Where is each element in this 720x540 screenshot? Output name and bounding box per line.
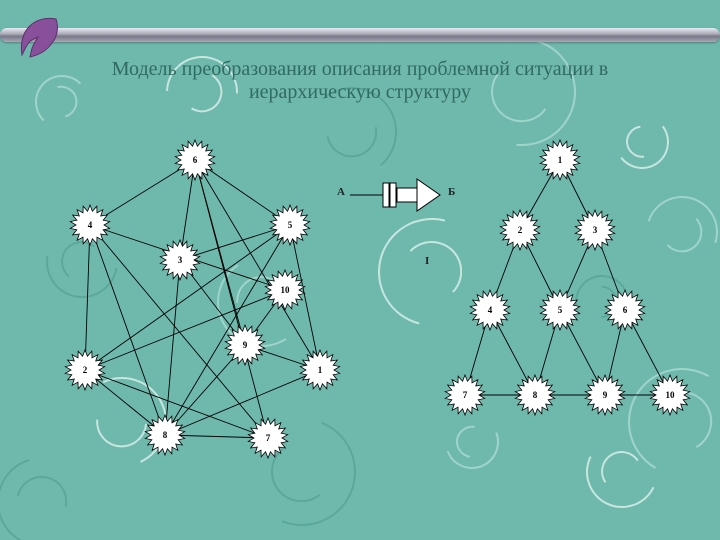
slide-stage: Модель преобразования описания проблемно… bbox=[0, 0, 720, 540]
label-i: І bbox=[425, 255, 429, 267]
label-b: Б bbox=[448, 186, 455, 198]
label-a: А bbox=[337, 186, 345, 198]
transform-arrow bbox=[0, 0, 720, 540]
